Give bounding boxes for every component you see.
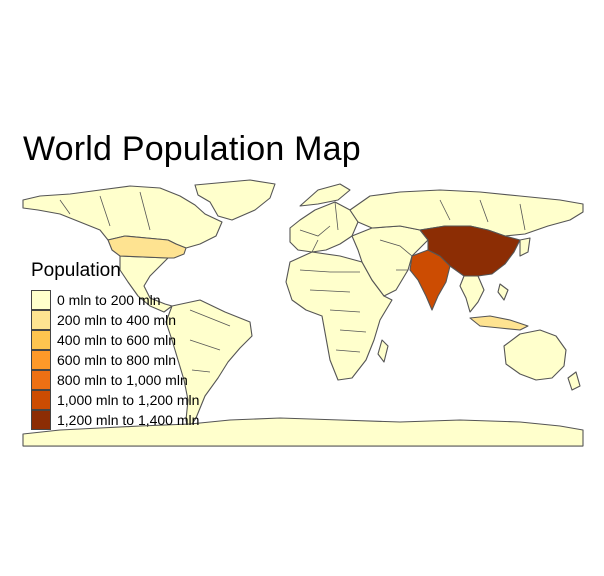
- legend-item: 400 mln to 600 mln: [31, 330, 199, 350]
- legend-swatch: [31, 350, 51, 370]
- region-china[interactable]: China: [419, 225, 521, 277]
- region-north-america[interactable]: North America: [22, 185, 223, 313]
- legend-swatch: [31, 370, 51, 390]
- region-southeast-asia[interactable]: Southeast Asia: [459, 237, 531, 313]
- legend-item: 1,200 mln to 1,400 mln: [31, 410, 199, 430]
- legend-label: 0 mln to 200 mln: [57, 292, 161, 308]
- legend-item: 1,000 mln to 1,200 mln: [31, 390, 199, 410]
- region-indonesia[interactable]: Indonesia: [469, 315, 529, 331]
- legend-swatch: [31, 310, 51, 330]
- legend-item: 600 mln to 800 mln: [31, 350, 199, 370]
- legend-label: 200 mln to 400 mln: [57, 312, 177, 328]
- region-united-states[interactable]: United States: [107, 235, 187, 259]
- legend-title: Population: [31, 260, 121, 281]
- legend-label: 600 mln to 800 mln: [57, 352, 177, 368]
- region-africa[interactable]: Africa: [285, 251, 393, 381]
- region-europe[interactable]: Europe: [289, 183, 359, 253]
- legend-rows: 0 mln to 200 mln 200 mln to 400 mln 400 ml…: [31, 290, 199, 430]
- legend: Population 0 mln to 200 mln 200 mln to 40…: [31, 260, 199, 430]
- region-australia[interactable]: Australia: [503, 329, 581, 391]
- region-greenland[interactable]: Greenland: [194, 179, 276, 221]
- legend-swatch: [31, 330, 51, 350]
- country-borders: [59, 191, 526, 373]
- region-antarctica[interactable]: Antarctica: [22, 417, 584, 447]
- legend-label: 800 mln to 1,000 mln: [57, 372, 188, 388]
- region-south-america[interactable]: South America: [165, 299, 253, 431]
- legend-item: 200 mln to 400 mln: [31, 310, 199, 330]
- map-title: World Population Map: [23, 130, 361, 168]
- legend-swatch: [31, 410, 51, 430]
- region-russia[interactable]: Russia: [349, 189, 584, 237]
- legend-label: 400 mln to 600 mln: [57, 332, 177, 348]
- legend-label: 1,200 mln to 1,400 mln: [57, 412, 200, 428]
- legend-swatch: [31, 390, 51, 410]
- legend-swatch: [31, 290, 51, 310]
- legend-item: 800 mln to 1,000 mln: [31, 370, 199, 390]
- legend-label: 1,000 mln to 1,200 mln: [57, 392, 200, 408]
- legend-item: 0 mln to 200 mln: [31, 290, 199, 310]
